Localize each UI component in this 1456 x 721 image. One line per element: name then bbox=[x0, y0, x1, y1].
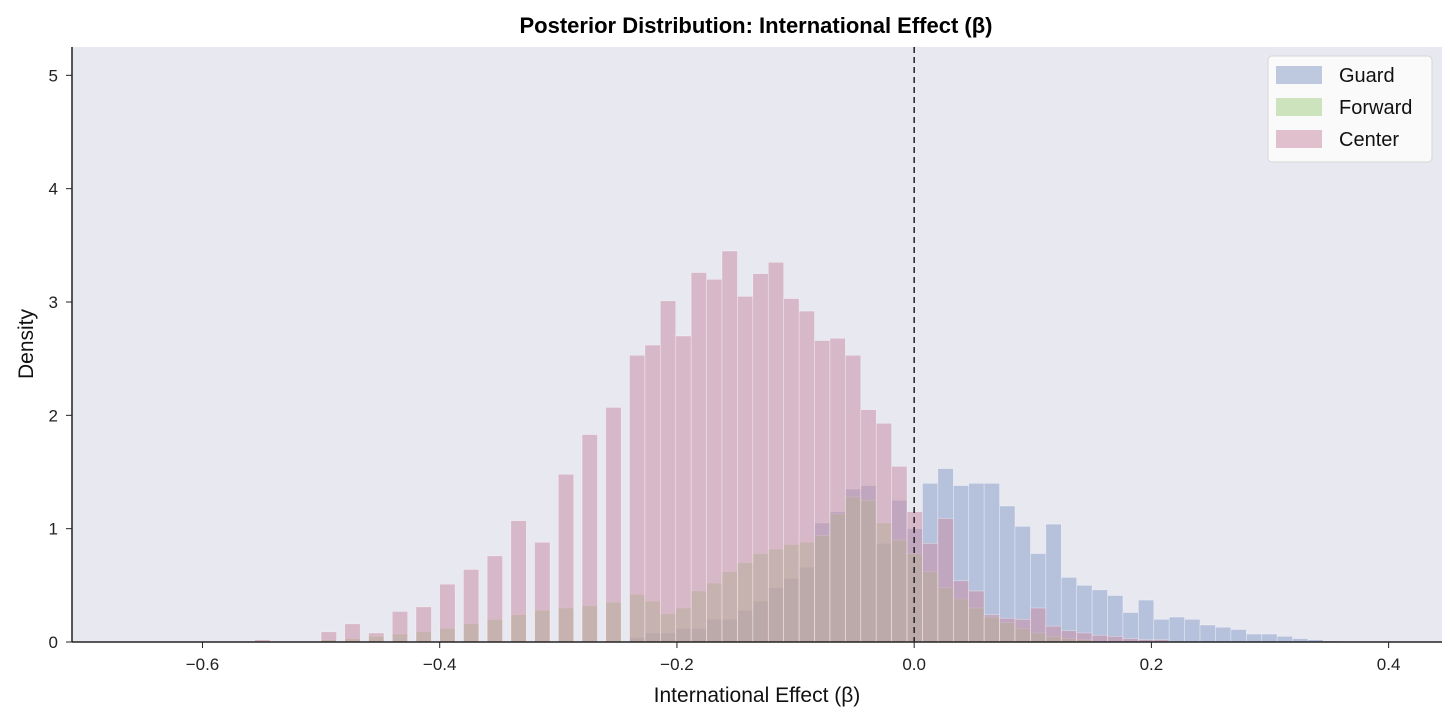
legend-swatch-guard bbox=[1276, 66, 1322, 84]
series-center bbox=[254, 250, 1170, 643]
legend: Guard Forward Center bbox=[1267, 55, 1433, 163]
center-bar bbox=[983, 614, 1000, 643]
center-bar bbox=[605, 407, 622, 643]
center-bar bbox=[829, 337, 846, 643]
center-bar bbox=[922, 543, 939, 643]
guard-bar bbox=[1199, 624, 1216, 643]
center-bar bbox=[690, 272, 707, 643]
y-tick-label: 1 bbox=[49, 520, 58, 539]
center-bar bbox=[814, 340, 831, 643]
center-bar bbox=[629, 354, 646, 643]
y-tick-label: 0 bbox=[49, 633, 58, 652]
guard-bar bbox=[1168, 616, 1185, 643]
center-bar bbox=[875, 422, 892, 643]
center-bar bbox=[1091, 634, 1108, 643]
legend-swatch-forward bbox=[1276, 98, 1322, 116]
y-axis-label: Density bbox=[15, 308, 38, 379]
guard-bar bbox=[1122, 612, 1139, 643]
center-bar bbox=[675, 335, 692, 643]
y-tick-label: 3 bbox=[49, 293, 58, 312]
legend-label-guard: Guard bbox=[1339, 65, 1395, 87]
center-bar bbox=[391, 611, 408, 643]
center-bar bbox=[968, 590, 985, 643]
center-bar bbox=[706, 279, 723, 643]
y-tick-label: 5 bbox=[49, 66, 58, 85]
center-bar bbox=[486, 555, 503, 643]
y-tick-label: 4 bbox=[49, 180, 58, 199]
legend-label-center: Center bbox=[1339, 129, 1399, 151]
center-bar bbox=[737, 296, 754, 643]
center-bar bbox=[368, 632, 385, 643]
center-bar bbox=[860, 409, 877, 643]
x-tick-label: 0.0 bbox=[902, 655, 926, 674]
guard-bar bbox=[1230, 629, 1247, 643]
center-bar bbox=[721, 250, 738, 643]
x-axis-label: International Effect (β) bbox=[654, 684, 861, 707]
center-bar bbox=[1014, 619, 1031, 643]
center-bar bbox=[891, 466, 908, 643]
center-bar bbox=[1030, 607, 1047, 643]
histogram-bars bbox=[254, 250, 1340, 643]
center-bar bbox=[1060, 630, 1077, 643]
x-tick-label: 0.2 bbox=[1140, 655, 1164, 674]
center-bar bbox=[783, 298, 800, 643]
center-bar bbox=[534, 541, 551, 643]
center-bar bbox=[558, 473, 575, 643]
center-bar bbox=[1076, 632, 1093, 643]
center-bar bbox=[581, 434, 598, 643]
center-bar bbox=[644, 344, 661, 643]
center-bar bbox=[1107, 636, 1124, 643]
guard-bar bbox=[1261, 633, 1278, 643]
center-bar bbox=[510, 520, 527, 643]
x-tick-label: −0.6 bbox=[186, 655, 220, 674]
x-tick-label: 0.4 bbox=[1377, 655, 1401, 674]
center-bar bbox=[798, 310, 815, 643]
legend-label-forward: Forward bbox=[1339, 97, 1412, 119]
x-tick-label: −0.2 bbox=[660, 655, 694, 674]
center-bar bbox=[999, 617, 1016, 643]
guard-bar bbox=[1138, 599, 1155, 643]
center-bar bbox=[320, 631, 337, 643]
center-bar bbox=[415, 606, 432, 643]
center-bar bbox=[344, 623, 361, 643]
center-bar bbox=[937, 518, 954, 643]
center-bar bbox=[953, 580, 970, 643]
center-bar bbox=[463, 569, 480, 643]
guard-bar bbox=[1107, 595, 1124, 643]
guard-bar bbox=[1276, 636, 1293, 643]
center-bar bbox=[845, 354, 862, 643]
guard-bar bbox=[1245, 633, 1263, 643]
guard-bar bbox=[1045, 523, 1062, 643]
guard-bar bbox=[1215, 626, 1232, 643]
guard-bar bbox=[1153, 619, 1170, 643]
center-bar bbox=[767, 262, 784, 643]
legend-swatch-center bbox=[1276, 130, 1322, 148]
chart-title: Posterior Distribution: International Ef… bbox=[520, 13, 993, 38]
center-bar bbox=[1045, 625, 1062, 643]
x-tick-label: −0.4 bbox=[423, 655, 457, 674]
axis-ticks: −0.6 −0.4 −0.2 0.0 0.2 0.4 0 1 2 3 4 5 bbox=[49, 66, 1401, 674]
center-bar bbox=[439, 583, 456, 643]
guard-bar bbox=[1091, 589, 1108, 643]
center-bar bbox=[660, 300, 677, 643]
y-tick-label: 2 bbox=[49, 406, 58, 425]
center-bar bbox=[752, 273, 769, 643]
guard-bar bbox=[1184, 619, 1201, 643]
